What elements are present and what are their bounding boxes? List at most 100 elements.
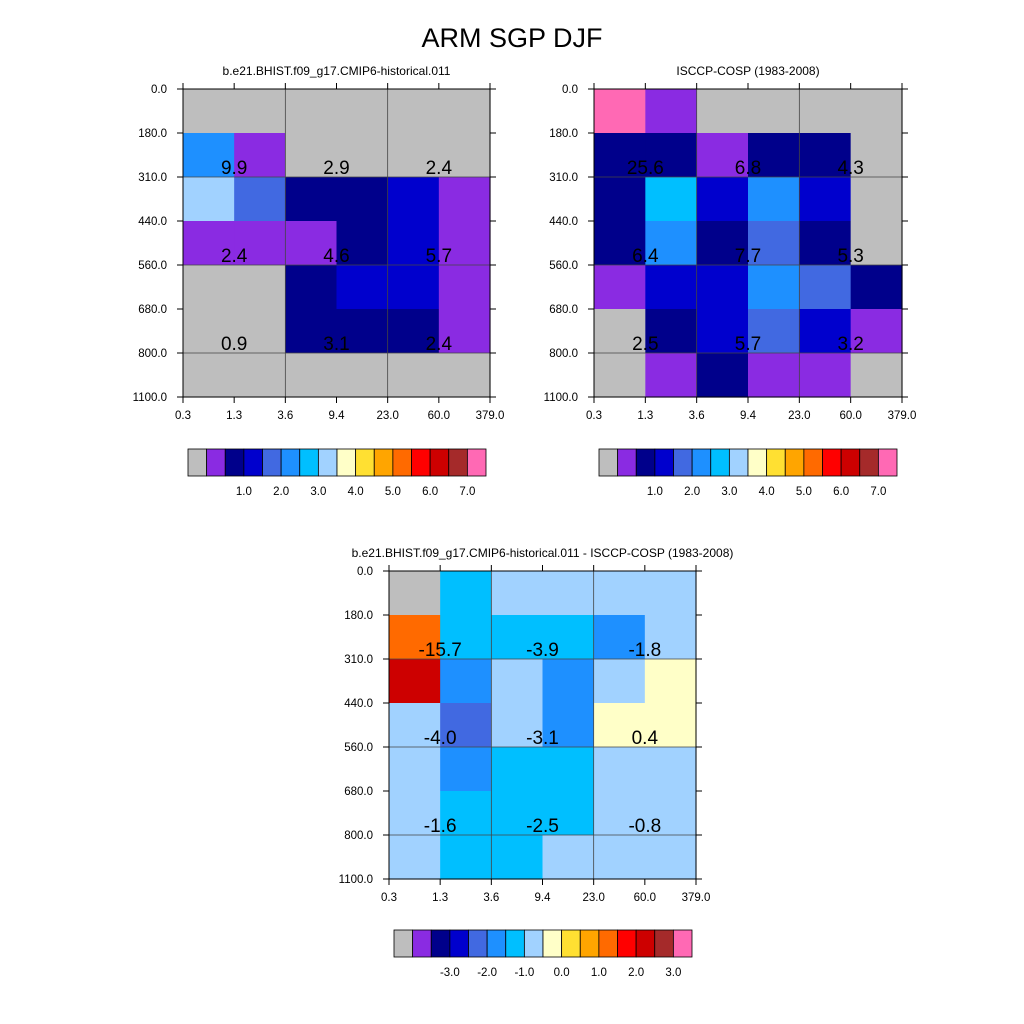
cell-value-label: -4.0 — [424, 728, 457, 749]
y-tick-label: 0.0 — [151, 84, 167, 96]
x-tick-label: 23.0 — [376, 410, 398, 422]
heatmap-cell — [336, 89, 389, 134]
colorbar-label: -1.0 — [514, 967, 534, 979]
heatmap-cell — [748, 133, 800, 178]
heatmap-cell — [440, 747, 492, 792]
colorbar-swatch — [747, 448, 768, 477]
heatmap-cell — [850, 133, 903, 178]
colorbar-swatch — [635, 448, 656, 477]
heatmap-cell — [799, 353, 852, 398]
heatmap-cell — [799, 133, 852, 178]
heatmap-cell — [183, 353, 235, 398]
heatmap-cell — [234, 133, 286, 178]
colorbar-label: 7.0 — [459, 486, 475, 498]
heatmap-cell — [644, 747, 697, 792]
heatmap-cell — [748, 309, 800, 354]
heatmap-cell — [594, 353, 646, 398]
heatmap-cell — [748, 353, 800, 398]
heatmap-cell — [748, 221, 800, 266]
cell-value-label: 2.4 — [221, 246, 248, 267]
heatmap-cell — [336, 265, 389, 310]
heatmap-cell — [850, 177, 903, 222]
heatmap-cell — [389, 615, 441, 660]
colorbar-label: 1.0 — [236, 486, 252, 498]
heatmap-cell — [644, 615, 697, 660]
y-tick-label: 180.0 — [138, 128, 167, 140]
colorbar-swatch — [654, 929, 674, 958]
heatmap-cell — [387, 309, 440, 354]
heatmap-cell — [542, 571, 595, 616]
x-tick-label: 3.6 — [483, 892, 499, 904]
panel-3: b.e21.BHIST.f09_g17.CMIP6-historical.011… — [339, 546, 734, 979]
colorbar-swatch — [635, 929, 656, 958]
colorbar-label: -3.0 — [440, 967, 460, 979]
heatmap-cell — [336, 177, 389, 222]
heatmap-cell — [850, 309, 903, 354]
colorbar-swatch — [486, 929, 507, 958]
heatmap-cell — [850, 221, 903, 266]
colorbar-swatch — [784, 448, 805, 477]
heatmap-cell — [696, 177, 749, 222]
heatmap-cell — [389, 835, 441, 880]
heatmap-cell — [748, 265, 800, 310]
heatmap-cell — [440, 703, 492, 748]
colorbar-label: 3.0 — [721, 486, 737, 498]
heatmap-cell — [183, 265, 235, 310]
heatmap-cell — [542, 747, 595, 792]
heatmap-cell — [183, 177, 235, 222]
cell-value-label: 3.2 — [837, 334, 863, 355]
y-tick-label: 310.0 — [344, 654, 373, 666]
heatmap-cell — [850, 353, 903, 398]
heatmap-cell — [389, 659, 441, 704]
heatmap-cell — [183, 133, 235, 178]
y-tick-label: 440.0 — [138, 216, 167, 228]
heatmap-cell — [491, 703, 544, 748]
heatmap-cell — [799, 265, 852, 310]
heatmap-cell — [183, 309, 235, 354]
cell-value-label: -2.5 — [526, 816, 559, 837]
heatmap-cell — [542, 703, 595, 748]
heatmap-cell — [387, 89, 440, 134]
heatmap-cell — [387, 133, 440, 178]
colorbar-label: 5.0 — [385, 486, 401, 498]
x-tick-label: 9.4 — [329, 410, 346, 422]
heatmap-cell — [542, 615, 595, 660]
colorbar-swatch — [373, 448, 394, 477]
colorbar-swatch — [448, 448, 468, 477]
heatmap-cell — [234, 177, 286, 222]
colorbar-swatch — [468, 929, 488, 958]
colorbar-swatch — [355, 448, 375, 477]
heatmap-cell — [644, 835, 697, 880]
heatmap-cell — [440, 791, 492, 836]
y-tick-label: 680.0 — [549, 304, 578, 316]
y-tick-label: 0.0 — [562, 84, 578, 96]
cell-value-label: 4.3 — [837, 158, 863, 179]
panel-subtitle: b.e21.BHIST.f09_g17.CMIP6-historical.011 — [223, 64, 451, 78]
heatmap-cell — [645, 265, 698, 310]
cell-value-label: -1.6 — [424, 816, 457, 837]
heatmap-cell — [645, 133, 698, 178]
heatmap-cell — [285, 353, 338, 398]
x-tick-label: 60.0 — [839, 410, 861, 422]
cell-value-label: -0.8 — [628, 816, 661, 837]
heatmap-cell — [696, 309, 749, 354]
colorbar-swatch — [803, 448, 823, 477]
panel-subtitle: ISCCP-COSP (1983-2008) — [676, 64, 819, 78]
colorbar-swatch — [877, 448, 898, 477]
x-tick-label: 379.0 — [476, 410, 505, 422]
heatmap-cell — [285, 177, 338, 222]
colorbar-swatch — [187, 448, 208, 477]
heatmap-cell — [234, 309, 286, 354]
heatmap-cell — [234, 353, 286, 398]
heatmap-cell — [234, 89, 286, 134]
heatmap-cell — [594, 177, 646, 222]
x-tick-label: 0.3 — [381, 892, 397, 904]
heatmap-cell — [440, 615, 492, 660]
x-tick-label: 23.0 — [788, 410, 810, 422]
colorbar-swatch — [673, 448, 693, 477]
colorbar: 1.0 2.0 3.0 4.0 5.0 6.0 7.0 — [598, 448, 898, 498]
x-tick-label: 60.0 — [634, 892, 656, 904]
colorbar-swatch — [691, 448, 712, 477]
panels: b.e21.BHIST.f09_g17.CMIP6-historical.011… — [133, 64, 917, 979]
